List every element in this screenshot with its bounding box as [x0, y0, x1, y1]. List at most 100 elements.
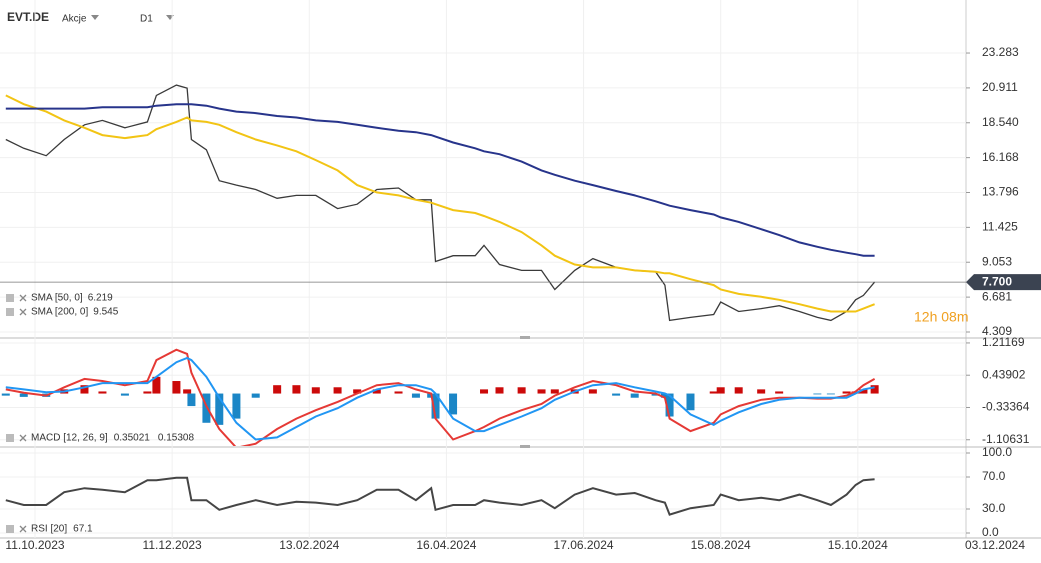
panel-resize-handle[interactable] — [520, 445, 530, 448]
series-line — [5, 103, 875, 257]
y-tick-label: 4.309 — [982, 324, 1012, 338]
legend-icon — [6, 308, 14, 316]
x-tick-label: 15.10.2024 — [828, 538, 888, 552]
histogram-bar — [859, 389, 868, 394]
y-tick-label: -1.10631 — [982, 432, 1030, 446]
panel — [0, 452, 966, 534]
symbol-dropdown[interactable] — [91, 15, 99, 20]
legend-value: 0.15308 — [158, 433, 195, 444]
histogram-bar — [273, 385, 282, 394]
y-tick-label: 6.681 — [982, 289, 1012, 303]
histogram-bar — [665, 393, 674, 417]
y-tick-label: 0.0 — [982, 525, 999, 539]
y-tick-label: 20.911 — [982, 80, 1018, 94]
panel-resize-handle[interactable] — [520, 336, 530, 339]
x-tick-label: 03.12.2024 — [965, 538, 1025, 552]
x-tick-label: 16.04.2024 — [416, 538, 476, 552]
histogram-bar — [870, 385, 879, 394]
y-tick-label: 18.540 — [982, 115, 1019, 129]
series-line — [5, 94, 875, 313]
instrument-type: Akcje — [62, 14, 87, 25]
histogram-bar — [826, 393, 835, 395]
histogram-bar — [537, 389, 546, 394]
timeframe[interactable]: D1 — [140, 14, 153, 25]
legend-value: 6.219 — [88, 293, 113, 304]
histogram-bar — [187, 393, 196, 407]
histogram-bar — [372, 389, 381, 394]
histogram-bar — [716, 387, 725, 394]
x-tick-label: 13.02.2024 — [279, 538, 339, 552]
histogram-bar — [152, 376, 161, 394]
histogram-bar — [251, 393, 260, 398]
histogram-bar — [353, 389, 362, 394]
y-tick-label: 9.053 — [982, 254, 1012, 268]
histogram-bar — [757, 389, 766, 394]
histogram-bar — [449, 393, 458, 415]
legend-value: 0.35021 — [114, 433, 151, 444]
legend-close[interactable] — [19, 294, 27, 302]
legend-value: 67.1 — [73, 524, 93, 535]
histogram-bar — [734, 387, 743, 394]
legend-label: MACD [12, 26, 9] — [31, 433, 108, 444]
x-tick-label: 15.08.2024 — [691, 538, 751, 552]
histogram-bar — [431, 393, 440, 419]
y-tick-label: 11.425 — [982, 220, 1018, 234]
series-line — [5, 476, 875, 516]
legend-close[interactable] — [19, 434, 27, 442]
histogram-bar — [292, 385, 301, 394]
legend-close[interactable] — [19, 308, 27, 316]
histogram-bar — [394, 391, 403, 394]
y-tick-label: 70.0 — [982, 469, 1006, 483]
legend-icon — [6, 434, 14, 442]
last-price-label: 7.700 — [982, 274, 1012, 288]
histogram-bar — [98, 391, 107, 394]
histogram-bar — [550, 389, 559, 394]
legend-close[interactable] — [19, 525, 27, 533]
histogram-bar — [660, 393, 669, 398]
histogram-bar — [172, 381, 181, 394]
histogram-bar — [842, 391, 851, 394]
series-line — [5, 84, 876, 322]
histogram-bar — [630, 393, 639, 398]
panel — [0, 342, 966, 446]
series-line — [5, 356, 875, 441]
histogram-bar — [215, 393, 224, 425]
panel — [0, 52, 966, 333]
legend-label: SMA [50, 0] — [31, 293, 83, 304]
histogram-bar — [709, 391, 718, 394]
histogram-bar — [411, 393, 420, 398]
last-price-tag — [966, 274, 1041, 291]
y-tick-label: 13.796 — [982, 185, 1019, 199]
y-tick-label: 0.43902 — [982, 367, 1026, 381]
y-tick-label: 100.0 — [982, 445, 1012, 459]
legend-label: SMA [200, 0] — [31, 307, 88, 318]
y-tick-label: 1.21169 — [982, 335, 1025, 349]
histogram-bar — [775, 391, 784, 394]
legend-label: RSI [20] — [31, 524, 67, 535]
legend-icon — [6, 294, 14, 302]
histogram-bar — [517, 387, 526, 394]
histogram-bar — [19, 393, 28, 397]
histogram-bar — [495, 387, 504, 394]
candle-countdown: 12h 08m — [914, 309, 968, 325]
histogram-bar — [143, 391, 152, 394]
histogram-bar — [686, 393, 695, 411]
legend-icon — [6, 525, 14, 533]
histogram-bar — [311, 387, 320, 394]
y-tick-label: 16.168 — [982, 150, 1019, 164]
histogram-bar — [813, 393, 822, 395]
x-tick-label: 11.12.2023 — [143, 538, 202, 552]
series-line — [5, 348, 876, 446]
histogram-bar — [612, 393, 621, 396]
histogram-bar — [232, 393, 241, 419]
y-tick-label: 23.283 — [982, 45, 1019, 59]
histogram-bar — [1, 393, 10, 396]
histogram-bar — [80, 385, 89, 394]
y-tick-label: 30.0 — [982, 501, 1006, 515]
histogram-bar — [480, 389, 489, 394]
histogram-bar — [183, 389, 192, 394]
histogram-bar — [333, 387, 342, 394]
symbol: EVT.DE — [7, 10, 49, 24]
y-tick-label: -0.33364 — [982, 400, 1030, 414]
